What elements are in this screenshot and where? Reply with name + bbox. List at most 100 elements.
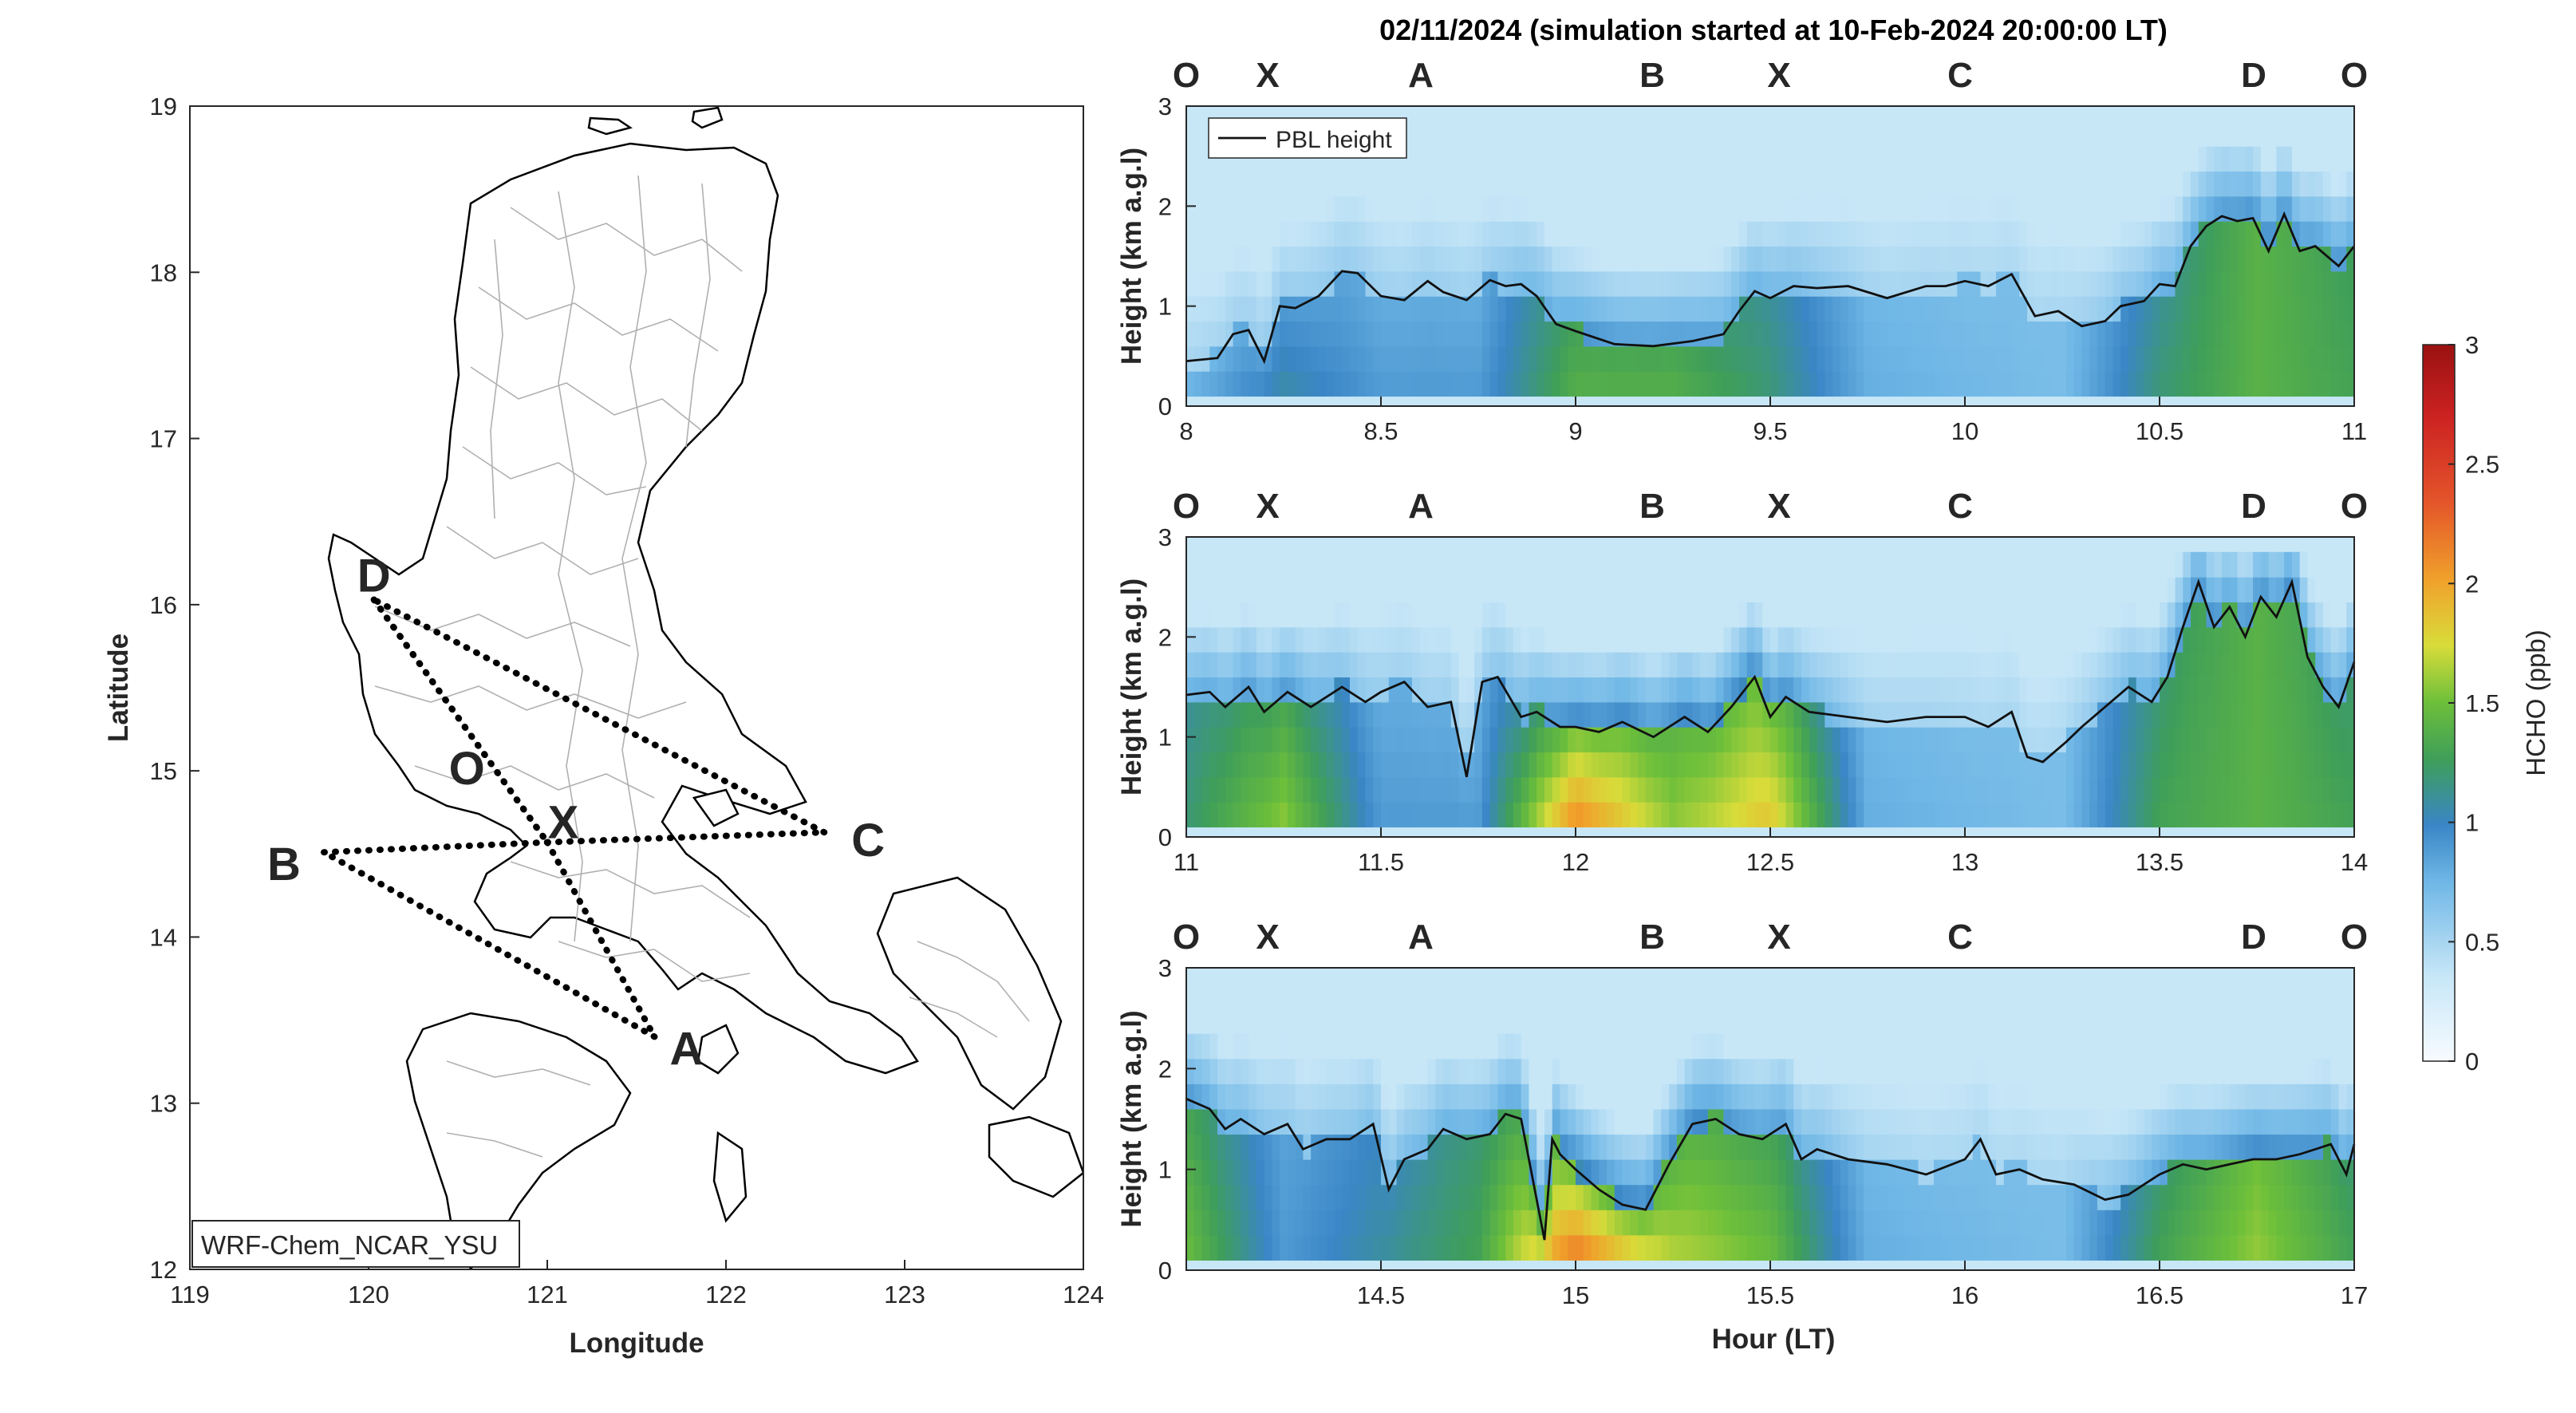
heatmap-cell — [1949, 982, 1958, 1009]
heatmap-cell — [2338, 626, 2347, 653]
heatmap-cell — [1638, 1210, 1647, 1236]
heatmap-cell — [2198, 1184, 2207, 1210]
heatmap-cell — [1661, 1184, 1670, 1210]
heatmap-cell — [1591, 171, 1600, 197]
heatmap-cell — [1949, 776, 1958, 803]
heatmap-cell — [1552, 1083, 1561, 1110]
heatmap-cell — [1365, 1058, 1374, 1084]
heatmap-cell — [1326, 626, 1335, 653]
heatmap-cell — [1489, 1108, 1498, 1135]
heatmap-cell — [1568, 752, 1576, 778]
map-ytick-label: 12 — [150, 1256, 177, 1284]
heatmap-cell — [1700, 776, 1709, 803]
heatmap-cell — [1443, 371, 1452, 397]
heatmap-cell — [1770, 727, 1779, 753]
heatmap-cell — [1342, 1210, 1351, 1236]
heatmap-cell — [1980, 626, 1989, 653]
heatmap-cell — [1770, 171, 1779, 197]
heatmap-cell — [1357, 221, 1367, 247]
heatmap-cell — [2206, 1108, 2215, 1135]
heatmap-cell — [2222, 371, 2231, 397]
heatmap-cell — [1941, 802, 1951, 828]
heatmap-cell — [2276, 1210, 2285, 1236]
heatmap-cell — [2299, 752, 2309, 778]
map-point-c: C — [851, 815, 885, 866]
heatmap-cell — [1700, 146, 1709, 172]
heatmap-cell — [1209, 551, 1218, 578]
heatmap-cell — [2198, 321, 2207, 347]
heatmap-cell — [1186, 171, 1195, 197]
heatmap-cell — [1474, 1058, 1483, 1084]
heatmap-cell — [1513, 727, 1522, 753]
heatmap-cell — [1614, 802, 1623, 828]
heatmap-cell — [1396, 296, 1405, 322]
heatmap-cell — [2237, 1033, 2246, 1060]
heatmap-cell — [2307, 221, 2316, 247]
heatmap-cell — [1217, 677, 1226, 703]
heatmap-cell — [1996, 802, 2005, 828]
heatmap-cell — [1318, 982, 1327, 1009]
heatmap-cell — [2167, 677, 2176, 703]
heatmap-cell — [1754, 577, 1763, 603]
heatmap-cell — [1910, 752, 1919, 778]
heatmap-cell — [1879, 1058, 1888, 1084]
heatmap-cell — [1311, 1058, 1320, 1084]
heatmap-cell — [1793, 577, 1802, 603]
heatmap-cell — [1193, 270, 1203, 297]
heatmap-cell — [1583, 1234, 1592, 1261]
heatmap-cell — [1217, 1210, 1226, 1236]
heatmap-cell — [1249, 551, 1257, 578]
heatmap-cell — [1193, 296, 1203, 322]
heatmap-cell — [2058, 1083, 2067, 1110]
heatmap-cell — [1272, 221, 1280, 247]
heatmap-cell — [1676, 577, 1686, 603]
heatmap-cell — [1450, 577, 1460, 603]
heatmap-cell — [1777, 321, 1787, 347]
heatmap-cell — [2260, 1033, 2270, 1060]
heatmap-cell — [1193, 1159, 1203, 1186]
heatmap-cell — [1738, 982, 1748, 1009]
heatmap-cell — [1513, 221, 1522, 247]
heatmap-cell — [1622, 1210, 1631, 1236]
heatmap-cell — [1513, 652, 1522, 678]
heatmap-cell — [1529, 171, 1537, 197]
heatmap-cell — [1280, 246, 1288, 272]
heatmap-cell — [1373, 1033, 1382, 1060]
heatmap-cell — [1669, 146, 1678, 172]
heatmap-cell — [1412, 120, 1421, 147]
heatmap-cell — [2268, 1058, 2277, 1084]
heatmap-cell — [1965, 626, 1974, 653]
heatmap-cell — [2284, 1058, 2293, 1084]
heatmap-cell — [1583, 221, 1592, 247]
heatmap-cell — [1723, 221, 1732, 247]
heatmap-cell — [1692, 701, 1701, 728]
heatmap-cell — [1443, 602, 1452, 628]
heatmap-cell — [1965, 1184, 1974, 1210]
heatmap-cell — [1638, 727, 1647, 753]
map-ylabel: Latitude — [103, 633, 134, 742]
heatmap-cell — [2058, 1008, 2067, 1034]
heatmap-cell — [1785, 802, 1794, 828]
heatmap-cell — [2253, 371, 2262, 397]
heatmap-cell — [1576, 602, 1584, 628]
heatmap-cell — [1707, 802, 1717, 828]
heatmap-cell — [1560, 652, 1568, 678]
heatmap-cell — [1638, 626, 1647, 653]
heatmap-cell — [2291, 195, 2301, 222]
heatmap-cell — [1825, 752, 1833, 778]
heatmap-cell — [1599, 296, 1608, 322]
heatmap-cell — [2222, 1134, 2231, 1160]
heatmap-cell — [1887, 1033, 1896, 1060]
heatmap-cell — [2198, 221, 2207, 247]
heatmap-cell — [1762, 982, 1771, 1009]
heatmap-cell — [2276, 652, 2285, 678]
heatmap-cell — [2183, 1134, 2191, 1160]
heatmap-cell — [1801, 602, 1810, 628]
heatmap-cell — [1568, 1008, 1576, 1034]
heatmap-cell — [2065, 776, 2075, 803]
heatmap-cell — [2222, 296, 2231, 322]
heatmap-cell — [2268, 626, 2277, 653]
heatmap-cell — [2268, 371, 2277, 397]
heatmap-cell — [1388, 1210, 1398, 1236]
